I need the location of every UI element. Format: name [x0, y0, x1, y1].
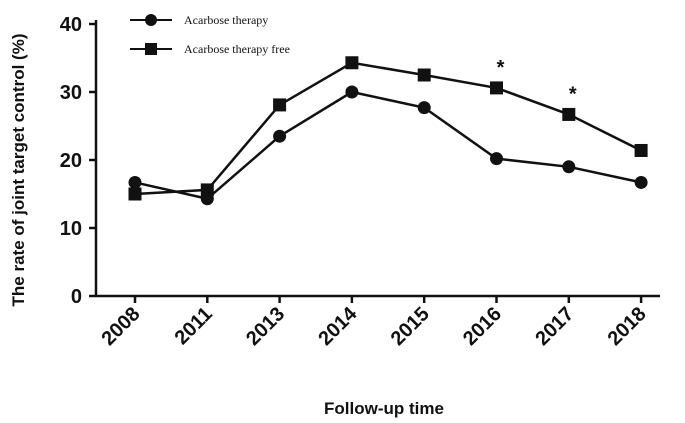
- x-tick-label: 2011: [171, 303, 217, 349]
- x-ticks: 2008 2011 2013 2014 2015 2016 2017 2018: [98, 296, 651, 350]
- significance-asterisk: *: [569, 83, 577, 105]
- data-point-circle: [490, 152, 503, 166]
- legend-label-acarbose-therapy: Acarbose therapy: [184, 13, 268, 27]
- data-point-square: [345, 56, 359, 70]
- x-tick-label: 2017: [531, 303, 578, 350]
- x-tick-label: 2018: [604, 303, 651, 350]
- data-point-circle: [634, 175, 648, 189]
- x-tick-label: 2014: [314, 302, 362, 350]
- data-point-square: [200, 183, 214, 197]
- data-point-circle: [273, 129, 287, 143]
- legend-label-acarbose-therapy-free: Acarbose therapy free: [184, 42, 290, 56]
- data-point-square: [417, 68, 431, 82]
- x-tick-label: 2013: [242, 303, 289, 350]
- data-point-square: [562, 107, 576, 121]
- legend: Acarbose therapy Acarbose therapy free: [130, 13, 290, 56]
- y-tick-label: 10: [60, 218, 82, 240]
- data-point-circle: [345, 85, 359, 99]
- data-point-square: [128, 187, 142, 201]
- data-point-circle: [562, 160, 576, 174]
- y-tick-label: 20: [60, 150, 82, 172]
- x-tick-label: 2015: [387, 303, 434, 350]
- data-point-circle: [128, 175, 142, 189]
- x-tick-label: 2008: [98, 303, 145, 350]
- data-point-square: [490, 81, 503, 95]
- legend-marker-square-icon: [145, 43, 157, 55]
- x-axis-title: Follow-up time: [324, 399, 444, 418]
- y-axis-title: The rate of joint target control (%): [9, 34, 28, 307]
- x-tick-label: 2016: [459, 303, 506, 350]
- y-tick-label: 30: [60, 82, 82, 104]
- series-line: [134, 90, 642, 201]
- legend-marker-circle-icon: [145, 14, 157, 26]
- y-ticks: 0 10 20 30 40: [60, 14, 96, 308]
- series-layer: [128, 56, 648, 206]
- data-point-square: [273, 98, 287, 112]
- y-tick-label: 40: [60, 14, 82, 36]
- annotation-layer: **: [497, 57, 577, 106]
- series-line: [134, 61, 642, 196]
- data-point-square: [634, 143, 648, 157]
- data-point-circle: [417, 101, 431, 115]
- significance-asterisk: *: [497, 57, 505, 79]
- y-tick-label: 0: [71, 286, 82, 308]
